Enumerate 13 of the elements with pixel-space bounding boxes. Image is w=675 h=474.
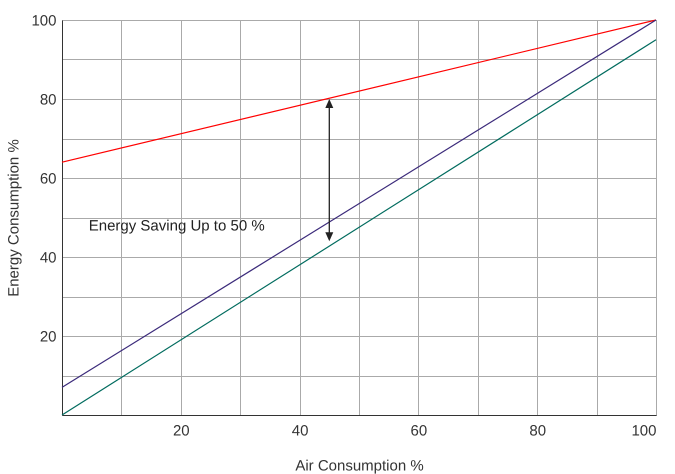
annotation: Energy Saving Up to 50 %	[88, 217, 265, 234]
y-tick-label: 20	[40, 328, 56, 346]
x-tick-label: 20	[172, 422, 190, 440]
y-tick-label: 100	[31, 12, 56, 30]
x-axis-title: Air Consumption %	[295, 458, 424, 474]
y-tick-label: 80	[40, 92, 56, 108]
x-tick-label: 80	[529, 422, 546, 440]
y-tick-label: 60	[40, 170, 56, 188]
y-tick-label: 40	[40, 250, 56, 266]
y-axis-title: Energy Consumption %	[5, 139, 22, 297]
x-tick-label: 40	[292, 422, 308, 440]
x-tick-label: 100	[631, 422, 656, 440]
x-tick-label: 60	[410, 422, 428, 440]
